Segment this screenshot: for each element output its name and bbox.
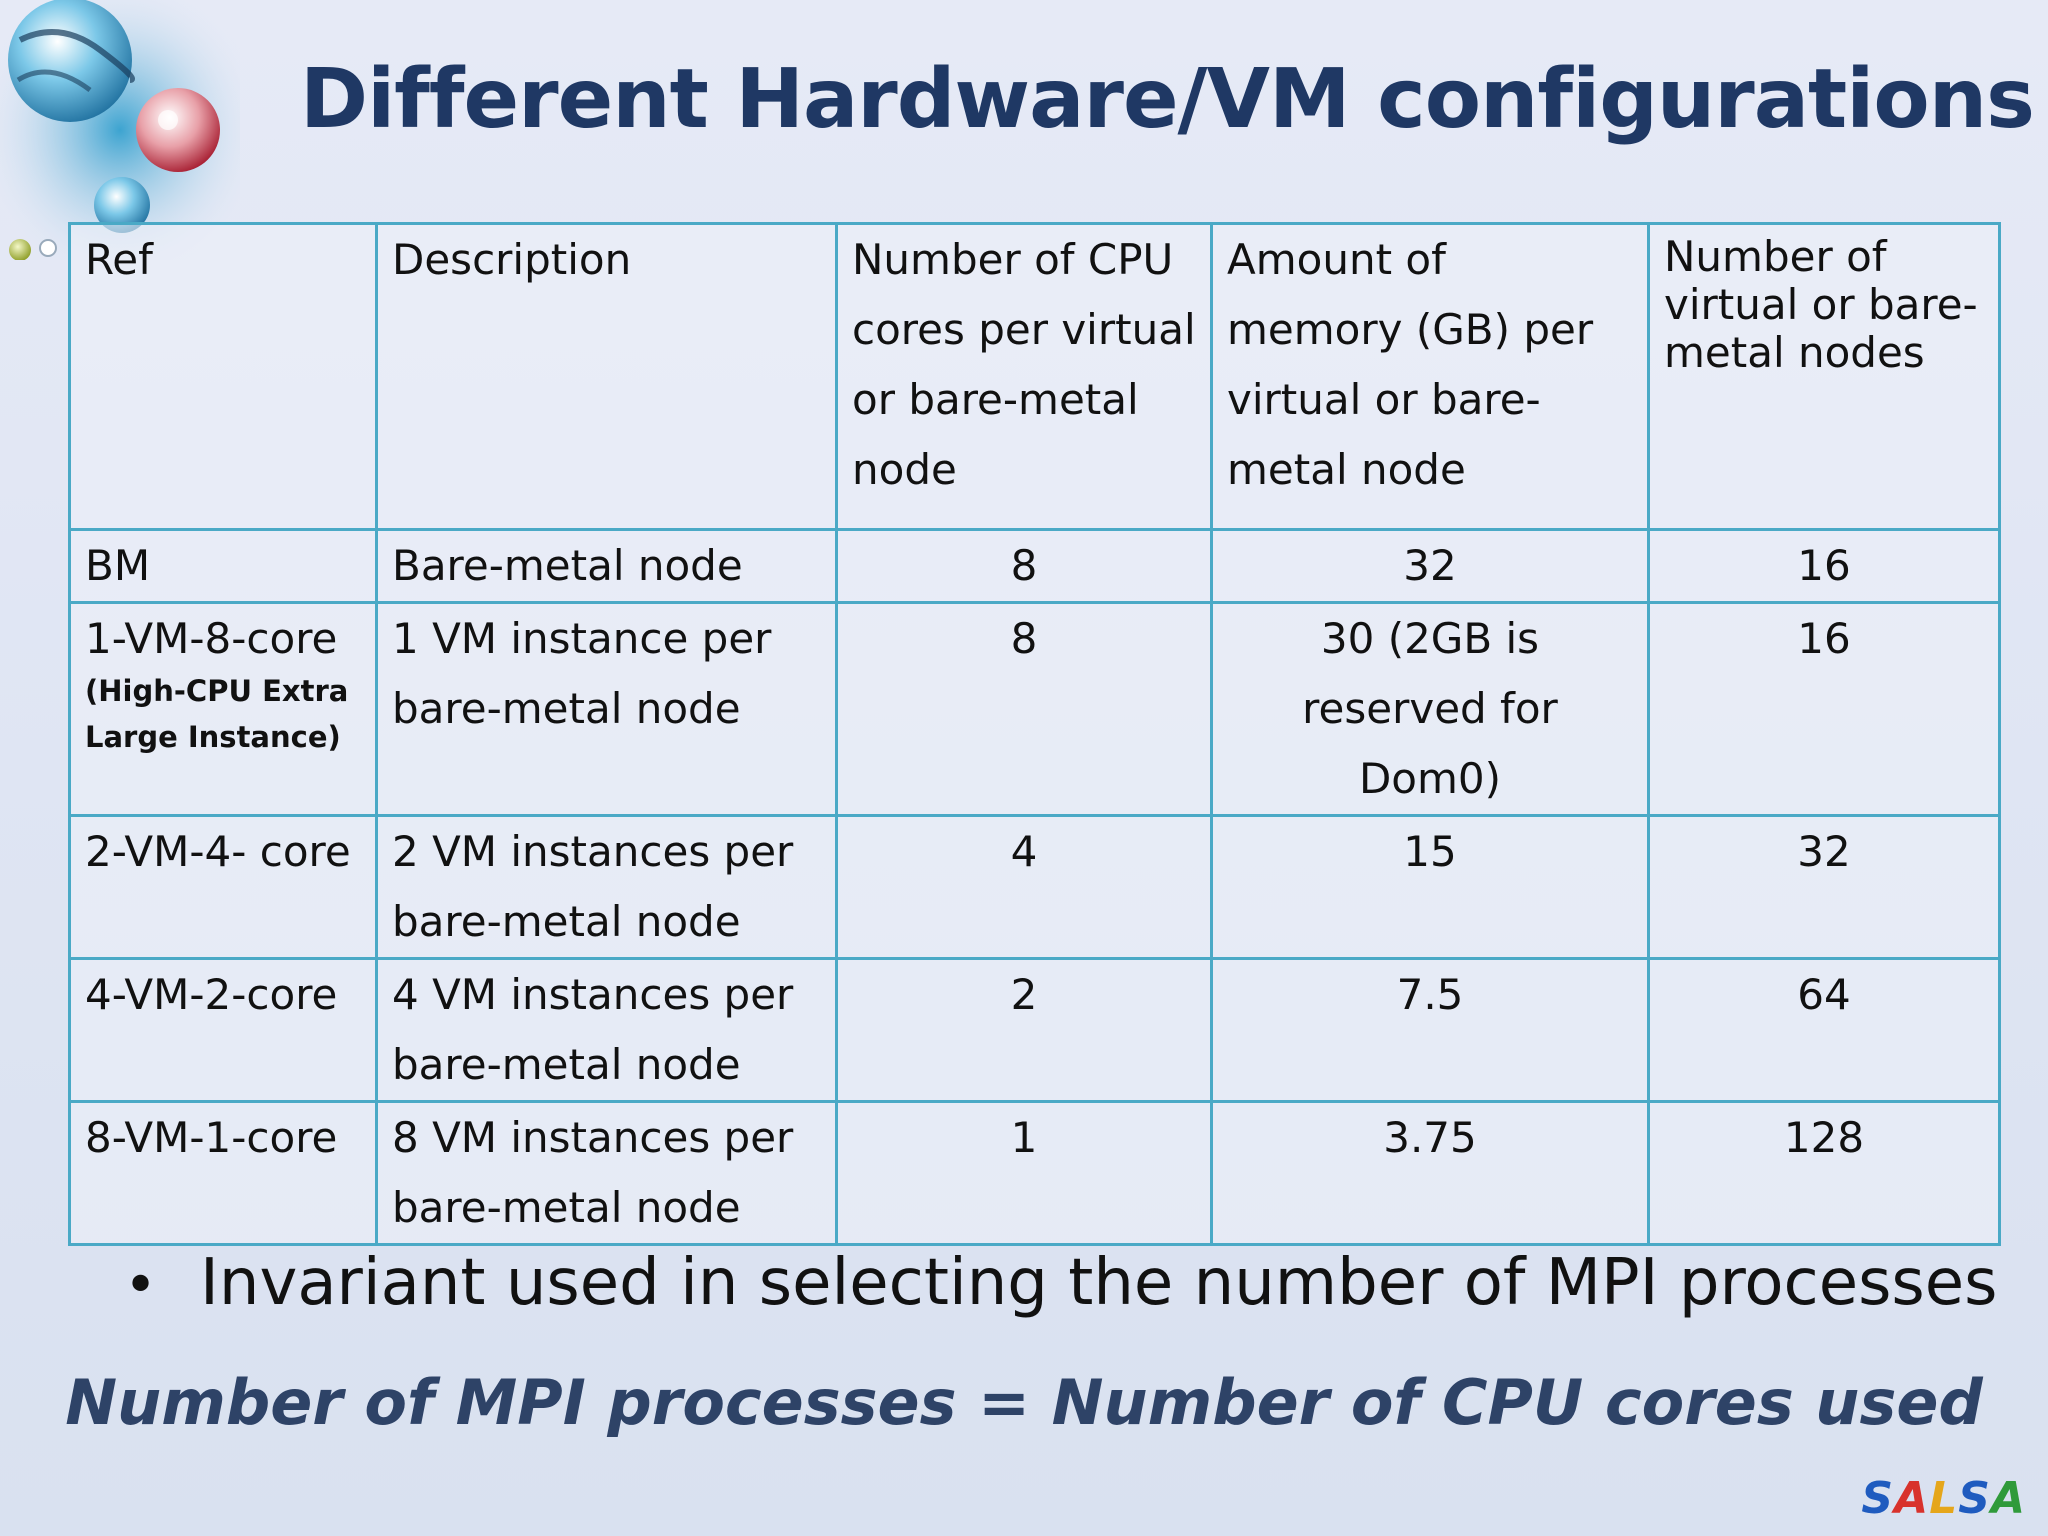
cell-nodes: 16 [1647,528,2001,604]
logo-letter: A [1894,1473,1930,1524]
cell-ref: 8-VM-1-core [68,1100,378,1246]
ref-label: 8-VM-1-core [85,1113,338,1162]
cell-description: Bare-metal node [375,528,838,604]
cell-ref: BM [68,528,378,604]
cell-cpu-cores: 4 [835,814,1213,960]
cell-cpu-cores: 2 [835,957,1213,1103]
table-row: BM Bare-metal node 8 32 16 [68,528,2001,604]
ref-label: 2-VM-4- core [85,827,351,876]
header-memory: Amount of memory (GB) per virtual or bar… [1210,222,1650,531]
globe-cluster-icon [0,0,240,260]
header-nodes: Number of virtual or bare-metal nodes [1647,222,2001,531]
cell-nodes: 32 [1647,814,2001,960]
cell-ref: 2-VM-4- core [68,814,378,960]
cell-nodes: 16 [1647,601,2001,817]
table-row: 8-VM-1-core 8 VM instances per bare-meta… [68,1100,2001,1246]
table-row: 4-VM-2-core 4 VM instances per bare-meta… [68,957,2001,1103]
table-row: 1-VM-8-core (High-CPU Extra Large Instan… [68,601,2001,817]
header-description: Description [375,222,838,531]
ref-label: 4-VM-2-core [85,970,338,1019]
cell-cpu-cores: 1 [835,1100,1213,1246]
formula-text: Number of MPI processes = Number of CPU … [65,1366,1983,1439]
bullet-item: • Invariant used in selecting the number … [124,1246,1997,1320]
slide-title: Different Hardware/VM configurations [300,52,2035,147]
logo-letter: S [1958,1473,1991,1524]
cell-cpu-cores: 8 [835,601,1213,817]
bullet-icon: • [124,1253,158,1318]
header-cpu-cores: Number of CPU cores per virtual or bare-… [835,222,1213,531]
header-ref: Ref [68,222,378,531]
salsa-logo: SALSA [1861,1473,2026,1524]
ref-label: 1-VM-8-core [85,614,338,663]
ref-note: (High-CPU Extra Large Instance) [85,674,349,754]
table-header-row: Ref Description Number of CPU cores per … [68,222,2001,531]
cell-memory: 15 [1210,814,1650,960]
logo-letter: A [1990,1473,2026,1524]
cell-memory: 30 (2GB is reserved for Dom0) [1210,601,1650,817]
configurations-table: Ref Description Number of CPU cores per … [68,222,2001,1246]
cell-nodes: 64 [1647,957,2001,1103]
cell-memory: 3.75 [1210,1100,1650,1246]
table-row: 2-VM-4- core 2 VM instances per bare-met… [68,814,2001,960]
cell-description: 2 VM instances per bare-metal node [375,814,838,960]
logo-letter: L [1929,1473,1959,1524]
cell-description: 4 VM instances per bare-metal node [375,957,838,1103]
cell-memory: 7.5 [1210,957,1650,1103]
ref-label: BM [85,541,151,590]
cell-memory: 32 [1210,528,1650,604]
cell-description: 8 VM instances per bare-metal node [375,1100,838,1246]
cell-nodes: 128 [1647,1100,2001,1246]
cell-description: 1 VM instance per bare-metal node [375,601,838,817]
cell-cpu-cores: 8 [835,528,1213,604]
cell-ref: 1-VM-8-core (High-CPU Extra Large Instan… [68,601,378,817]
bullet-text: Invariant used in selecting the number o… [200,1246,1998,1320]
cell-ref: 4-VM-2-core [68,957,378,1103]
logo-letter: S [1861,1473,1895,1524]
